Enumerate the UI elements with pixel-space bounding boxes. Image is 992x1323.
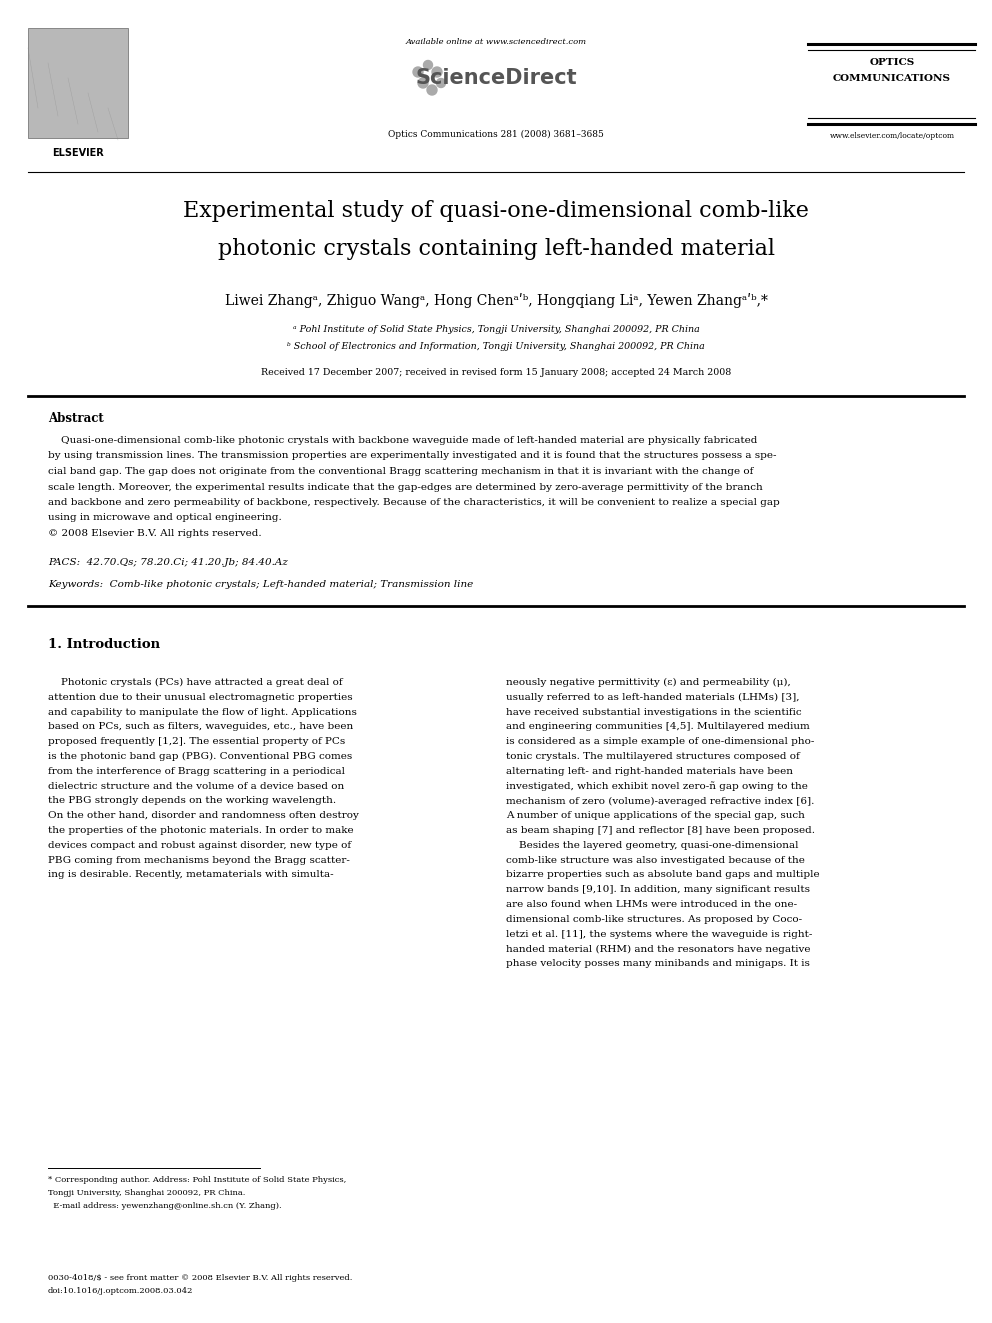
Text: from the interference of Bragg scattering in a periodical: from the interference of Bragg scatterin… (48, 767, 345, 775)
Text: have received substantial investigations in the scientific: have received substantial investigations… (506, 708, 802, 717)
Text: based on PCs, such as filters, waveguides, etc., have been: based on PCs, such as filters, waveguide… (48, 722, 353, 732)
Text: comb-like structure was also investigated because of the: comb-like structure was also investigate… (506, 856, 805, 865)
Ellipse shape (424, 61, 433, 70)
Text: devices compact and robust against disorder, new type of: devices compact and robust against disor… (48, 841, 351, 849)
Text: © 2008 Elsevier B.V. All rights reserved.: © 2008 Elsevier B.V. All rights reserved… (48, 529, 262, 538)
Text: OPTICS: OPTICS (869, 58, 915, 67)
Text: Optics Communications 281 (2008) 3681–3685: Optics Communications 281 (2008) 3681–36… (388, 130, 604, 139)
Text: dielectric structure and the volume of a device based on: dielectric structure and the volume of a… (48, 782, 344, 791)
Text: the PBG strongly depends on the working wavelength.: the PBG strongly depends on the working … (48, 796, 336, 806)
Text: by using transmission lines. The transmission properties are experimentally inve: by using transmission lines. The transmi… (48, 451, 777, 460)
Text: www.elsevier.com/locate/optcom: www.elsevier.com/locate/optcom (829, 132, 954, 140)
Text: Experimental study of quasi-one-dimensional comb-like: Experimental study of quasi-one-dimensio… (184, 200, 808, 222)
Text: ELSEVIER: ELSEVIER (53, 148, 104, 157)
Text: Liwei Zhangᵃ, Zhiguo Wangᵃ, Hong Chenᵃʹᵇ, Hongqiang Liᵃ, Yewen Zhangᵃʹᵇ,*: Liwei Zhangᵃ, Zhiguo Wangᵃ, Hong Chenᵃʹᵇ… (224, 292, 768, 308)
Text: ScienceDirect: ScienceDirect (416, 67, 576, 89)
Text: E-mail address: yewenzhang@online.sh.cn (Y. Zhang).: E-mail address: yewenzhang@online.sh.cn … (48, 1203, 282, 1211)
Text: are also found when LHMs were introduced in the one-: are also found when LHMs were introduced… (506, 900, 798, 909)
Text: photonic crystals containing left-handed material: photonic crystals containing left-handed… (217, 238, 775, 261)
Text: Quasi-one-dimensional comb-like photonic crystals with backbone waveguide made o: Quasi-one-dimensional comb-like photonic… (48, 437, 757, 445)
Text: cial band gap. The gap does not originate from the conventional Bragg scattering: cial band gap. The gap does not originat… (48, 467, 753, 476)
Text: as beam shaping [7] and reflector [8] have been proposed.: as beam shaping [7] and reflector [8] ha… (506, 826, 815, 835)
Text: and engineering communities [4,5]. Multilayered medium: and engineering communities [4,5]. Multi… (506, 722, 809, 732)
Text: PBG coming from mechanisms beyond the Bragg scatter-: PBG coming from mechanisms beyond the Br… (48, 856, 350, 865)
Text: and backbone and zero permeability of backbone, respectively. Because of the cha: and backbone and zero permeability of ba… (48, 497, 780, 507)
Text: mechanism of zero (volume)-averaged refractive index [6].: mechanism of zero (volume)-averaged refr… (506, 796, 814, 806)
Ellipse shape (436, 78, 445, 87)
Text: Received 17 December 2007; received in revised form 15 January 2008; accepted 24: Received 17 December 2007; received in r… (261, 368, 731, 377)
Text: letzi et al. [11], the systems where the waveguide is right-: letzi et al. [11], the systems where the… (506, 930, 812, 938)
Text: On the other hand, disorder and randomness often destroy: On the other hand, disorder and randomne… (48, 811, 359, 820)
Text: proposed frequently [1,2]. The essential property of PCs: proposed frequently [1,2]. The essential… (48, 737, 345, 746)
Text: Tongji University, Shanghai 200092, PR China.: Tongji University, Shanghai 200092, PR C… (48, 1189, 245, 1197)
Text: and capability to manipulate the flow of light. Applications: and capability to manipulate the flow of… (48, 708, 357, 717)
Text: scale length. Moreover, the experimental results indicate that the gap-edges are: scale length. Moreover, the experimental… (48, 483, 763, 492)
Text: handed material (RHM) and the resonators have negative: handed material (RHM) and the resonators… (506, 945, 810, 954)
Text: the properties of the photonic materials. In order to make: the properties of the photonic materials… (48, 826, 353, 835)
Text: Besides the layered geometry, quasi-one-dimensional: Besides the layered geometry, quasi-one-… (506, 841, 799, 849)
Text: dimensional comb-like structures. As proposed by Coco-: dimensional comb-like structures. As pro… (506, 914, 803, 923)
Text: * Corresponding author. Address: Pohl Institute of Solid State Physics,: * Corresponding author. Address: Pohl In… (48, 1176, 346, 1184)
Text: COMMUNICATIONS: COMMUNICATIONS (833, 74, 951, 83)
Ellipse shape (427, 85, 437, 95)
Text: is the photonic band gap (PBG). Conventional PBG comes: is the photonic band gap (PBG). Conventi… (48, 751, 352, 761)
Text: investigated, which exhibit novel zero-ñ gap owing to the: investigated, which exhibit novel zero-ñ… (506, 782, 807, 791)
Text: PACS:  42.70.Qs; 78.20.Ci; 41.20.Jb; 84.40.Az: PACS: 42.70.Qs; 78.20.Ci; 41.20.Jb; 84.4… (48, 558, 288, 568)
Text: usually referred to as left-handed materials (LHMs) [3],: usually referred to as left-handed mater… (506, 693, 800, 703)
Text: ᵇ School of Electronics and Information, Tongji University, Shanghai 200092, PR : ᵇ School of Electronics and Information,… (287, 343, 705, 351)
Text: alternating left- and right-handed materials have been: alternating left- and right-handed mater… (506, 767, 793, 775)
Text: tonic crystals. The multilayered structures composed of: tonic crystals. The multilayered structu… (506, 751, 800, 761)
Text: 1. Introduction: 1. Introduction (48, 638, 160, 651)
Bar (28, 28, 128, 138)
Text: Available online at www.sciencedirect.com: Available online at www.sciencedirect.co… (406, 38, 586, 46)
Text: ing is desirable. Recently, metamaterials with simulta-: ing is desirable. Recently, metamaterial… (48, 871, 333, 880)
Text: using in microwave and optical engineering.: using in microwave and optical engineeri… (48, 513, 282, 523)
Text: Abstract: Abstract (48, 411, 104, 425)
Text: is considered as a simple example of one-dimensional pho-: is considered as a simple example of one… (506, 737, 814, 746)
Text: Keywords:  Comb-like photonic crystals; Left-handed material; Transmission line: Keywords: Comb-like photonic crystals; L… (48, 579, 473, 589)
Text: 0030-4018/$ - see front matter © 2008 Elsevier B.V. All rights reserved.: 0030-4018/$ - see front matter © 2008 El… (48, 1274, 352, 1282)
Text: bizarre properties such as absolute band gaps and multiple: bizarre properties such as absolute band… (506, 871, 819, 880)
Text: attention due to their unusual electromagnetic properties: attention due to their unusual electroma… (48, 693, 352, 701)
Text: Photonic crystals (PCs) have attracted a great deal of: Photonic crystals (PCs) have attracted a… (48, 677, 342, 687)
Ellipse shape (432, 67, 442, 77)
Ellipse shape (418, 78, 428, 89)
Text: phase velocity posses many minibands and minigaps. It is: phase velocity posses many minibands and… (506, 959, 809, 968)
Text: A number of unique applications of the special gap, such: A number of unique applications of the s… (506, 811, 805, 820)
Text: neously negative permittivity (ε) and permeability (μ),: neously negative permittivity (ε) and pe… (506, 677, 791, 687)
Text: doi:10.1016/j.optcom.2008.03.042: doi:10.1016/j.optcom.2008.03.042 (48, 1287, 193, 1295)
Ellipse shape (413, 67, 423, 77)
Text: ᵃ Pohl Institute of Solid State Physics, Tongji University, Shanghai 200092, PR : ᵃ Pohl Institute of Solid State Physics,… (293, 325, 699, 333)
Text: narrow bands [9,10]. In addition, many significant results: narrow bands [9,10]. In addition, many s… (506, 885, 810, 894)
